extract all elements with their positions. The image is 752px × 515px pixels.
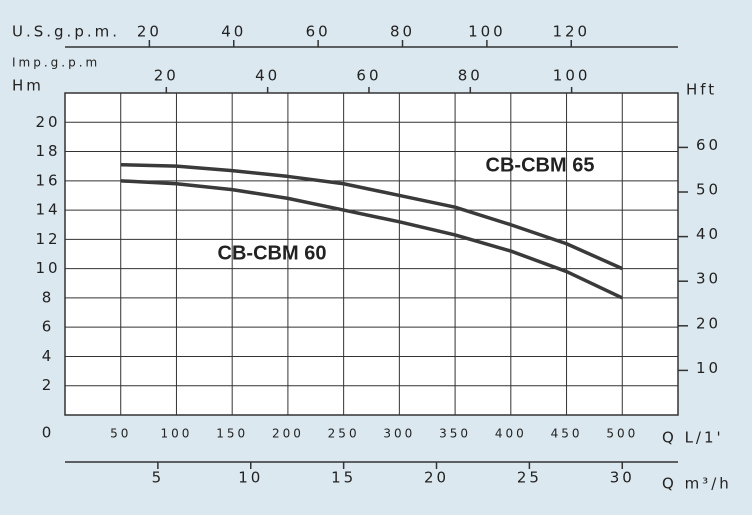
x-tick-label: 100 (161, 427, 193, 441)
y2-tick-label: 40 (696, 225, 721, 243)
x-tick-label: 500 (606, 427, 638, 441)
y-tick-label: 6 (42, 318, 55, 336)
y2-tick-label: 10 (696, 359, 721, 377)
series-line (120, 179, 624, 300)
x-tick-label: 250 (328, 427, 360, 441)
y-axis-title: Hm (12, 77, 44, 95)
axis-tick-label: 20 (424, 469, 449, 487)
axis-tick-label: 60 (356, 67, 381, 85)
axis-tick-label: 120 (552, 23, 590, 41)
series-label: CB-CBM 65 (486, 154, 595, 176)
axis-tick-label: 100 (553, 67, 591, 85)
y-tick-label: 10 (35, 259, 60, 277)
axis-tick-label: 40 (221, 23, 246, 41)
x-tick-label: 50 (110, 427, 131, 441)
axis-tick-label: 60 (306, 23, 331, 41)
axis-tick-label: 10 (238, 469, 263, 487)
y2-tick-label: 30 (696, 270, 721, 288)
x-tick-label: 150 (216, 427, 248, 441)
x-tick-label: 400 (495, 427, 527, 441)
y-tick-label: 4 (42, 347, 55, 365)
y-tick-label: 0 (42, 424, 55, 442)
axis-tick-label: 80 (390, 23, 415, 41)
x-tick-label: 450 (551, 427, 583, 441)
axis-tick-label: 25 (517, 469, 542, 487)
x-tick-label: 350 (439, 427, 471, 441)
y-tick-label: 20 (35, 113, 60, 131)
x-tick-label: 300 (383, 427, 415, 441)
y-tick-label: 12 (35, 230, 60, 248)
y-tick-label: 8 (42, 288, 55, 306)
series-line (120, 162, 623, 271)
x-axis-title: Q L/1' (662, 429, 724, 447)
axis-tick-label: 20 (154, 67, 179, 85)
y2-tick-label: 50 (696, 181, 721, 199)
axis-tick-label: 20 (137, 23, 162, 41)
y-tick-label: 14 (35, 201, 60, 219)
axis-tick-label: 40 (255, 67, 280, 85)
axis-tick-label: 15 (331, 469, 356, 487)
axis-tick-label: 30 (610, 469, 635, 487)
y2-axis-title: Hft (686, 81, 717, 99)
y-tick-label: 18 (35, 142, 60, 160)
plot-area (64, 92, 679, 416)
y-tick-label: 2 (42, 376, 55, 394)
axis-title: Q m³/h (662, 475, 732, 493)
axis-title: U.S.g.p.m. (12, 23, 120, 41)
axis-tick-label: 5 (152, 469, 165, 487)
axis-tick-label: 80 (458, 67, 483, 85)
y-tick-label: 16 (35, 171, 60, 189)
x-tick-label: 200 (272, 427, 304, 441)
axis-title: Imp.g.p.m (12, 56, 100, 70)
y2-tick-label: 60 (696, 136, 721, 154)
series-label: CB-CBM 60 (218, 242, 327, 264)
y2-tick-label: 20 (696, 314, 721, 332)
axis-tick-label: 100 (468, 23, 506, 41)
